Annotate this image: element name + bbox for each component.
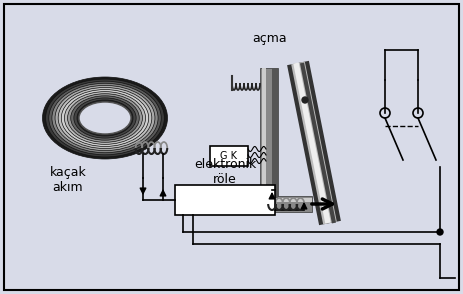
Circle shape [302, 97, 308, 103]
Ellipse shape [58, 87, 152, 148]
Ellipse shape [77, 100, 133, 136]
Ellipse shape [61, 90, 149, 146]
Ellipse shape [46, 79, 164, 157]
Ellipse shape [64, 92, 145, 144]
Text: G K: G K [220, 151, 238, 161]
Bar [262, 68, 266, 198]
Text: açma: açma [253, 31, 288, 44]
Ellipse shape [71, 96, 139, 140]
Ellipse shape [68, 94, 143, 142]
Bar [260, 196, 312, 212]
Ellipse shape [55, 85, 155, 151]
Text: elektronik
röle: elektronik röle [194, 158, 256, 186]
Ellipse shape [49, 81, 161, 155]
Ellipse shape [43, 77, 168, 159]
Bar [260, 198, 312, 202]
Ellipse shape [79, 102, 131, 134]
Circle shape [437, 229, 443, 235]
Bar [260, 68, 278, 198]
Bar [175, 185, 275, 215]
Ellipse shape [52, 83, 158, 153]
Bar [272, 68, 278, 198]
Text: kaçak
akım: kaçak akım [50, 166, 87, 194]
Ellipse shape [74, 98, 136, 138]
Bar [210, 146, 248, 166]
